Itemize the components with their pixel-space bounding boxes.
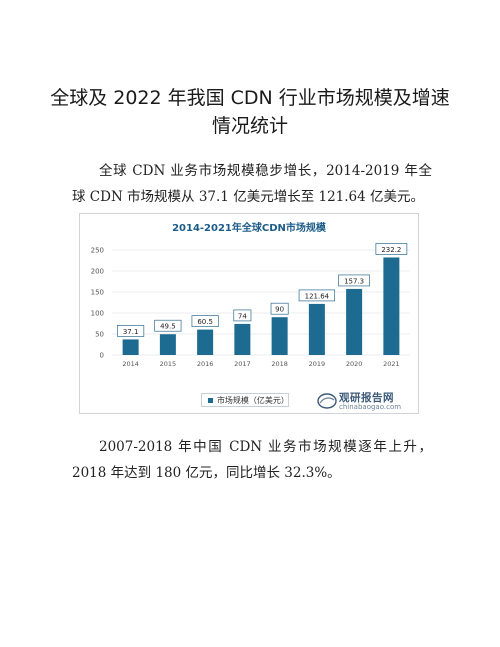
bar-chart: 0 50 100 150 200 250 37.1 2014 49.5 2015 60.5 2016 7… [91, 243, 410, 368]
data-label: 157.3 [344, 277, 364, 285]
x-tick-label: 2015 [160, 360, 177, 368]
data-label: 60.5 [197, 318, 213, 326]
y-tick-label: 50 [95, 331, 104, 339]
watermark: 观研报告网 chinabaogao.com [317, 390, 417, 412]
chart-container: 2014-2021年全球CDN市场规模 0 50 100 150 200 250 37.1 2… [79, 213, 419, 414]
x-tick-label: 2017 [234, 360, 251, 368]
data-label-box [191, 315, 219, 327]
watermark-main: 观研报告网 [339, 392, 394, 404]
watermark-logo-icon [317, 393, 337, 409]
data-label-box [233, 309, 252, 322]
watermark-sub: chinabaogao.com [339, 403, 402, 411]
bar [346, 288, 363, 355]
chart-title: 2014-2021年全球CDN市场规模 [172, 223, 326, 234]
data-label-box [298, 289, 336, 302]
data-label: 37.1 [123, 328, 139, 336]
bar [234, 323, 251, 355]
page-title: 全球及 2022 年我国 CDN 行业市场规模及增速 情况统计 [40, 84, 460, 140]
data-label: 90 [275, 306, 284, 314]
data-label: 121.64 [305, 292, 330, 300]
x-tick-label: 2014 [122, 360, 139, 368]
x-tick-label: 2019 [309, 360, 326, 368]
y-tick-label: 250 [91, 247, 104, 255]
data-label: 74 [238, 312, 247, 320]
chart-legend: 市场规模（亿美元） [201, 393, 289, 407]
bar [197, 329, 214, 355]
data-label-box [338, 274, 370, 287]
x-tick-label: 2018 [271, 360, 288, 368]
title-line-1: 全球及 2022 年我国 CDN 行业市场规模及增速 [50, 87, 450, 109]
x-tick-label: 2021 [383, 360, 400, 368]
x-tick-label: 2020 [346, 360, 363, 368]
legend-label: 市场规模（亿美元） [216, 395, 289, 405]
data-label: 49.5 [160, 323, 176, 331]
y-tick-label: 150 [91, 289, 104, 297]
bar [383, 257, 400, 355]
data-label-box [117, 325, 145, 337]
data-label: 232.2 [381, 246, 401, 254]
paragraph-global-cdn: 全球 CDN 业务市场规模稳步增长，2014-2019 年全球 CDN 市场规模… [72, 163, 432, 205]
data-label-box [270, 302, 289, 315]
title-line-2: 情况统计 [211, 115, 288, 137]
y-tick-label: 100 [91, 310, 104, 318]
y-tick-label: 200 [91, 268, 104, 276]
bar [271, 317, 288, 355]
bar [159, 334, 176, 355]
x-tick-label: 2016 [197, 360, 214, 368]
data-label-box [375, 243, 408, 255]
paragraph-china-cdn: 2007-2018 年中国 CDN 业务市场规模逐年上升，2018 年达到 18… [72, 439, 432, 481]
legend-swatch [208, 397, 213, 403]
bar [308, 303, 325, 355]
y-tick-label: 0 [100, 352, 104, 360]
bar [122, 339, 139, 355]
data-label-box [154, 319, 182, 332]
